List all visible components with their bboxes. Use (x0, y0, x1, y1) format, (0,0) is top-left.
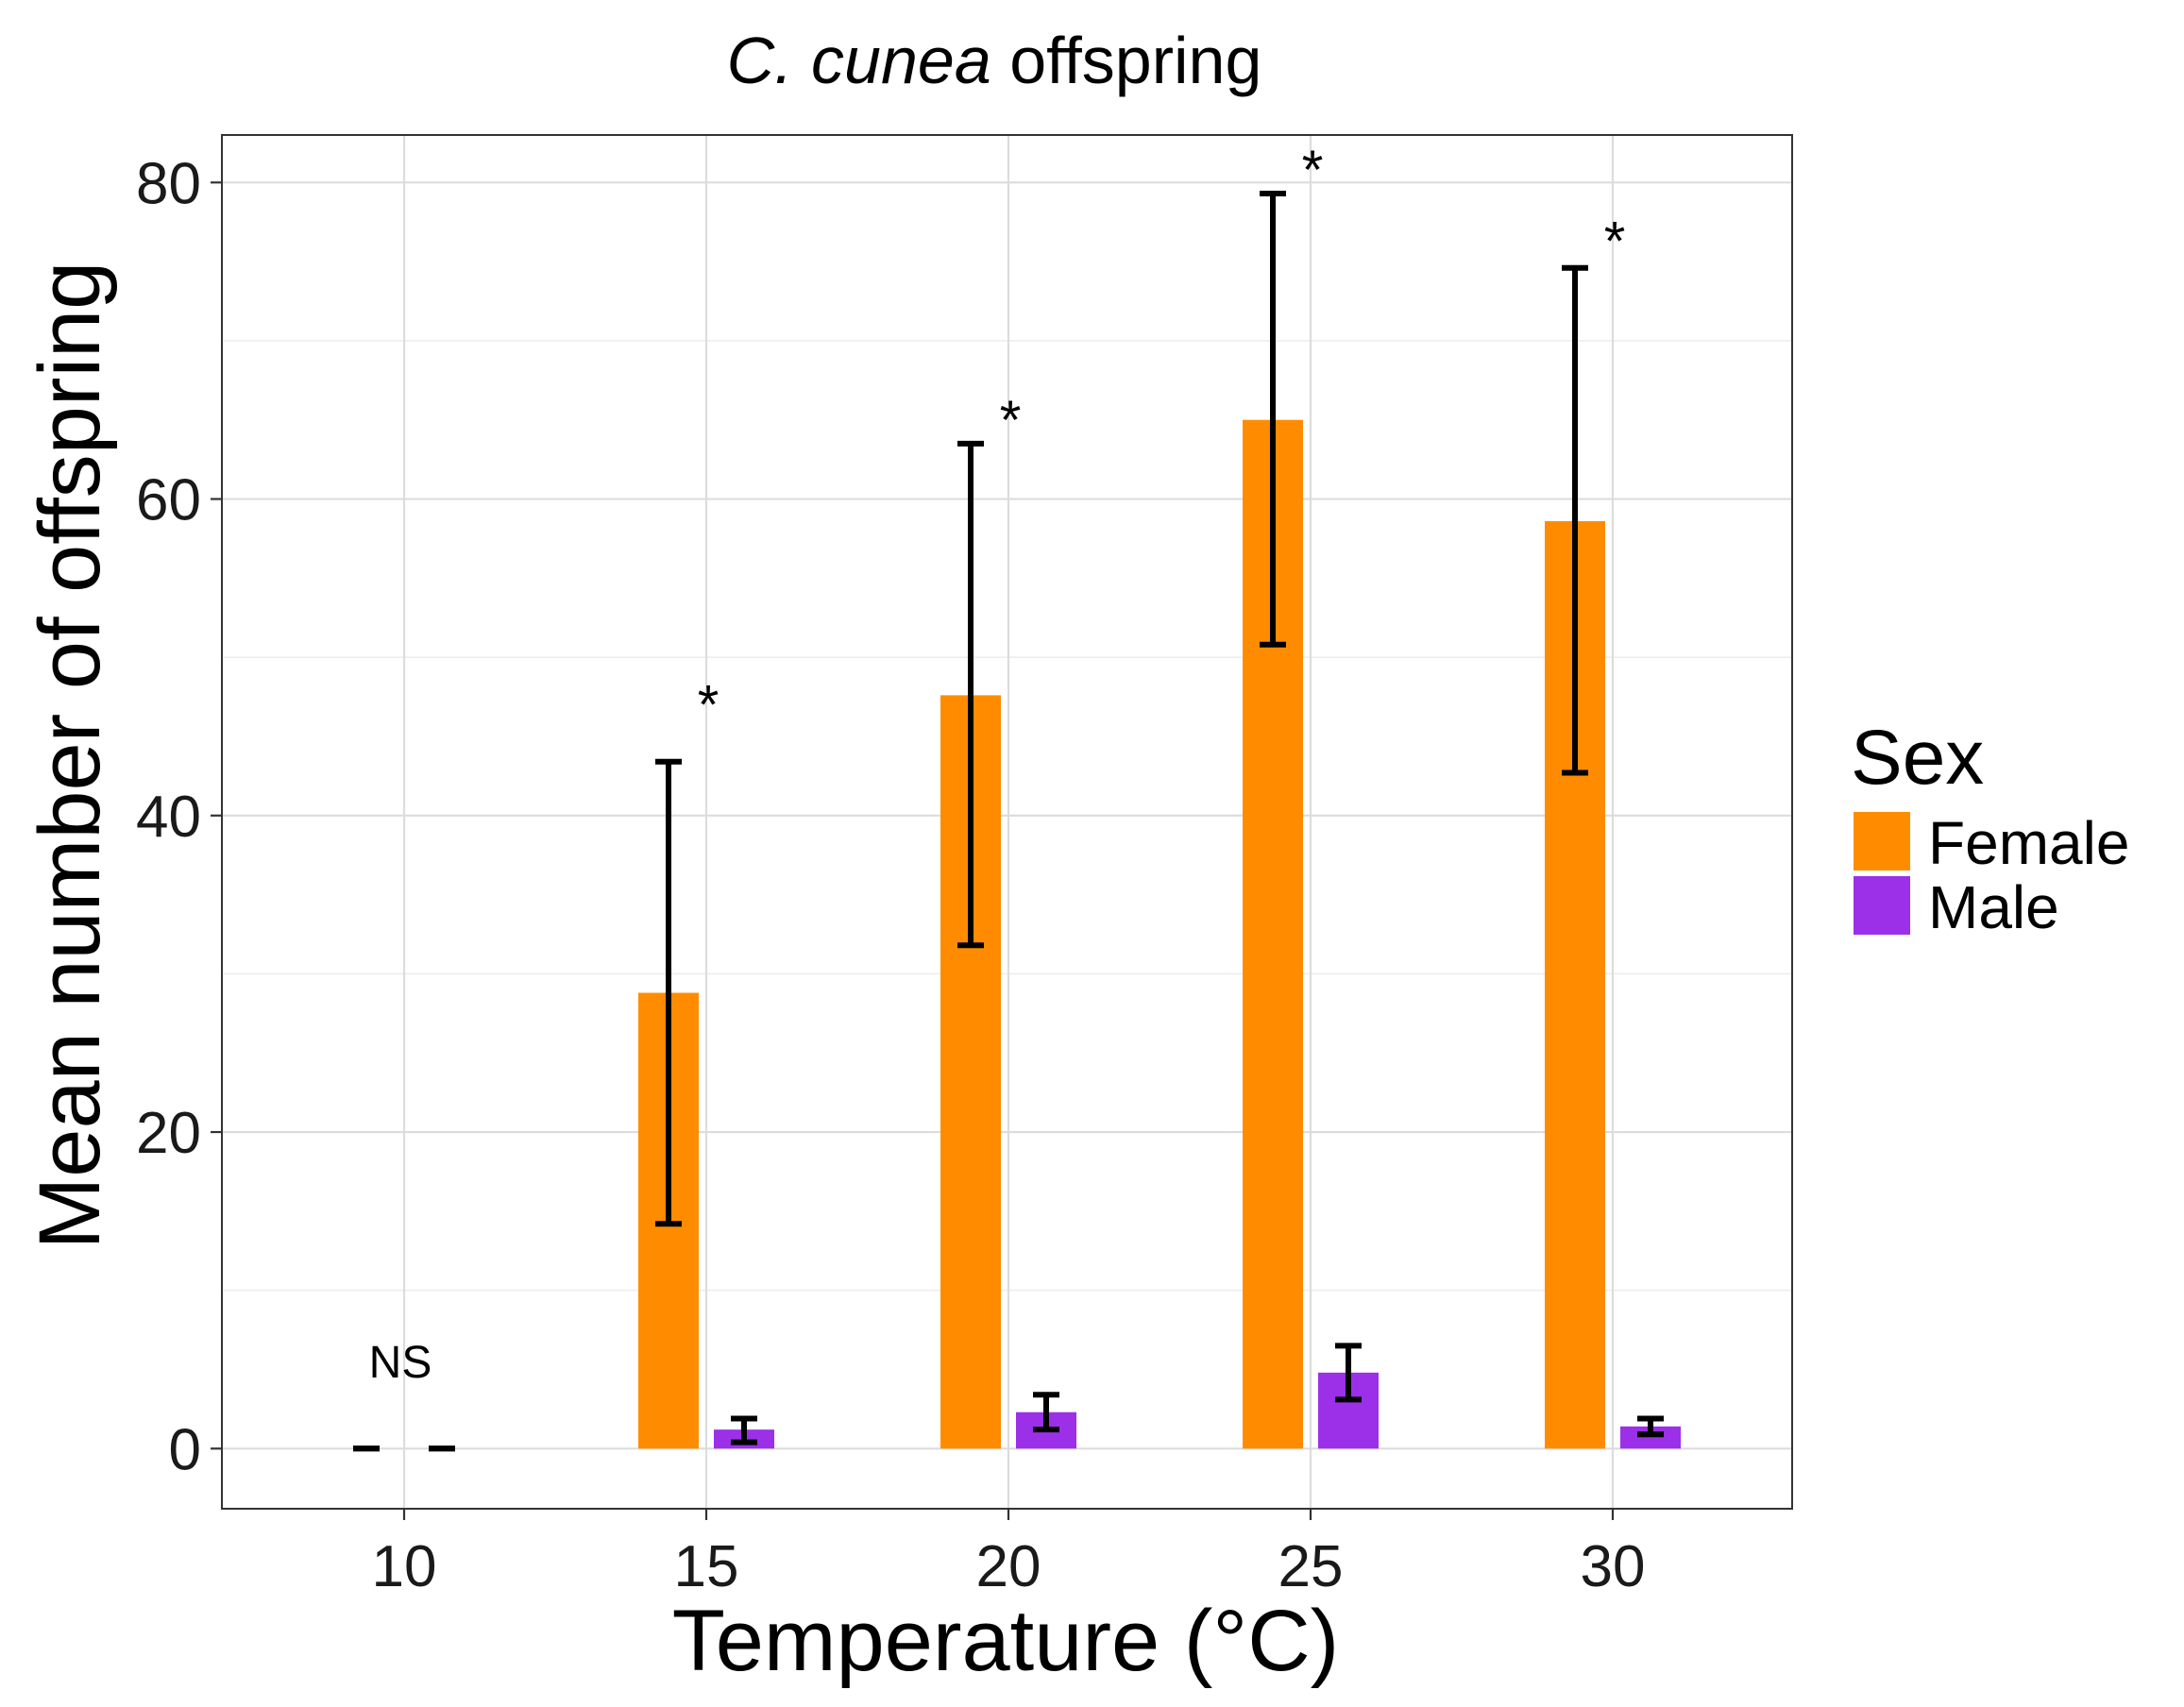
significance-star: * (1000, 390, 1022, 451)
significance-ns: NS (369, 1338, 432, 1388)
y-tick-label: 0 (169, 1417, 201, 1482)
error-bar-female (655, 758, 682, 1227)
chart-title-italic: C. cunea (727, 24, 991, 97)
plot-panel-border (221, 134, 1793, 1510)
significance-star: * (1604, 211, 1626, 272)
error-bar-male (1033, 1392, 1059, 1433)
y-axis-title: Mean number of offspring (22, 262, 118, 1250)
significance-star: * (698, 675, 720, 736)
x-tick-label: 10 (372, 1534, 437, 1599)
error-bar-male (731, 1415, 757, 1445)
axis-ticks: 0 20 40 60 80 10 15 20 25 30 (136, 151, 1645, 1599)
x-tick-label: 20 (976, 1534, 1041, 1599)
chart-title-rest: offspring (1009, 24, 1261, 97)
error-bars (353, 191, 1664, 1452)
annotations: NS * * * * (369, 140, 1626, 1388)
bar-male (1620, 1426, 1681, 1449)
x-tick-label: 30 (1581, 1534, 1646, 1599)
error-bar-female (1260, 191, 1286, 648)
legend-label-female: Female (1928, 809, 2129, 877)
error-bar-male (1637, 1415, 1664, 1438)
bars (638, 419, 1681, 1449)
legend-title: Sex (1851, 715, 1984, 801)
y-tick-label: 80 (136, 151, 201, 216)
chart-title: C. cunea offspring (727, 24, 1262, 97)
x-tick-label: 25 (1278, 1534, 1344, 1599)
y-tick-label: 40 (136, 785, 201, 850)
y-tick-label: 60 (136, 468, 201, 533)
y-tick-label: 20 (136, 1101, 201, 1166)
legend: Sex Female Male (1851, 715, 2129, 941)
error-bar-male (1335, 1343, 1362, 1403)
legend-label-male: Male (1928, 873, 2059, 941)
x-axis-title: Temperature (°C) (672, 1593, 1340, 1689)
legend-key-male (1854, 876, 1910, 935)
error-bar-female (1562, 264, 1588, 776)
grid (222, 135, 1792, 1509)
significance-star: * (1302, 140, 1324, 201)
legend-key-female (1854, 812, 1910, 870)
x-tick-label: 15 (674, 1534, 739, 1599)
error-bar-female (957, 440, 984, 949)
